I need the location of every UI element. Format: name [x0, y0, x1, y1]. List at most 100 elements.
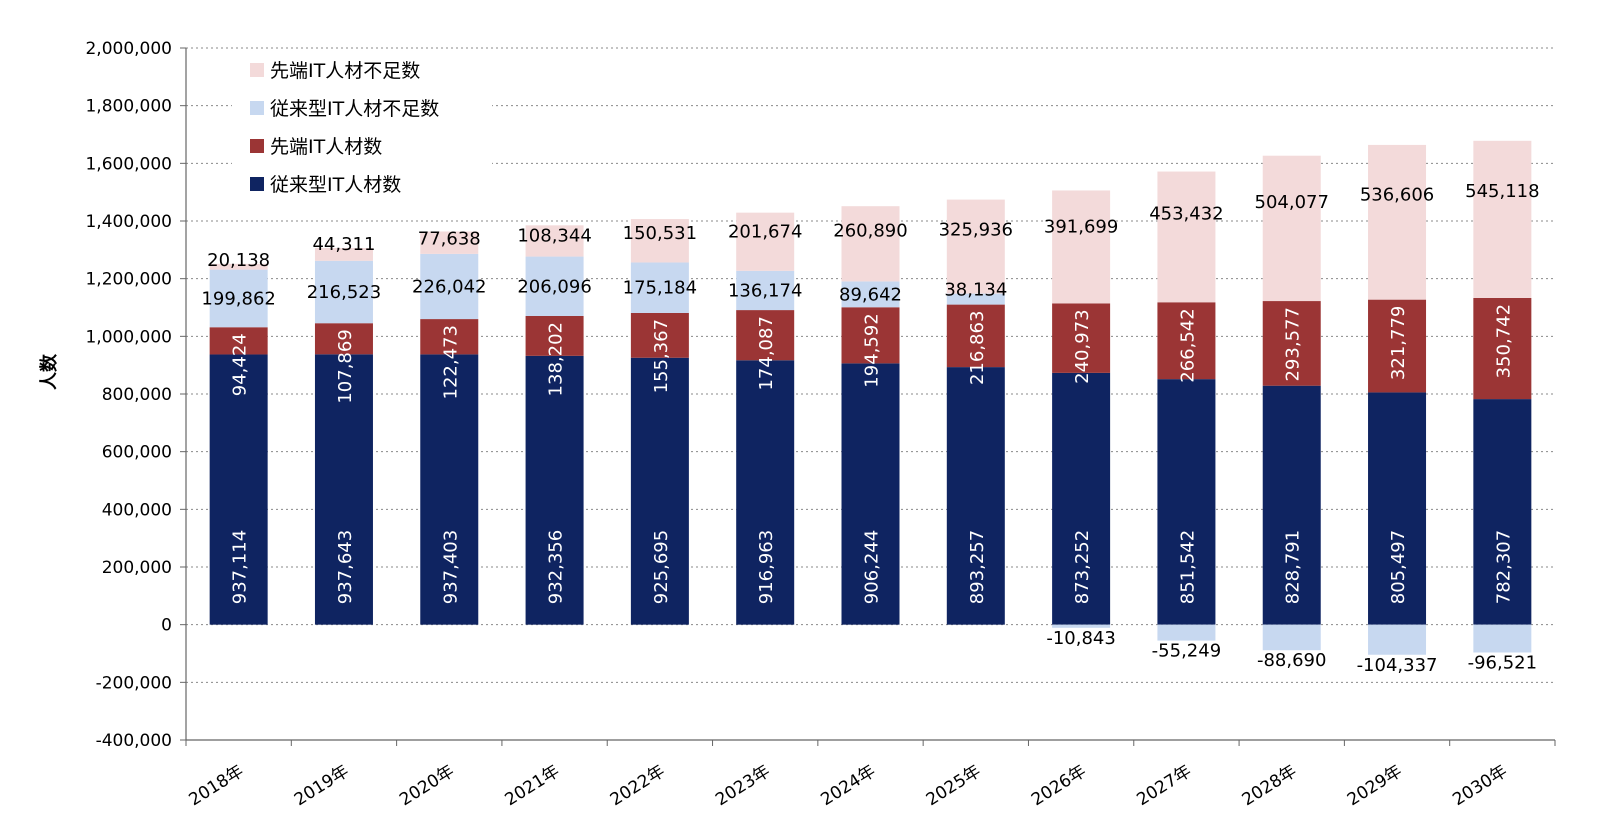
bar-segment [736, 270, 795, 311]
data-label: -104,337 [1357, 655, 1438, 676]
bar-segment [1052, 190, 1111, 304]
data-label: 937,114 [230, 530, 251, 604]
legend-label: 従来型IT人材不足数 [270, 98, 439, 120]
x-tick-label: 2029年 [1344, 761, 1406, 810]
y-tick-label: 1,600,000 [85, 154, 172, 174]
data-label: 94,424 [230, 333, 251, 396]
bar-segment [314, 260, 373, 324]
bar-segment [525, 256, 584, 316]
bar-segment [630, 312, 689, 358]
data-label: 20,138 [207, 250, 270, 271]
bar-segment [420, 253, 479, 320]
data-labels: 937,114 94,424 199,862 20,138 937,643 107,869… [201, 181, 1539, 676]
y-tick-label: 1,000,000 [85, 327, 172, 347]
data-label: 321,779 [1388, 306, 1409, 380]
bar-segment [736, 310, 795, 361]
data-label: 216,863 [967, 311, 988, 385]
legend-swatch [250, 139, 264, 153]
bar-segment [946, 367, 1005, 625]
bar-segment [841, 363, 900, 625]
data-label: 150,531 [623, 223, 697, 244]
x-tick-label: 2030年 [1449, 761, 1511, 810]
data-label: 805,497 [1388, 530, 1409, 604]
data-label: 206,096 [517, 276, 591, 297]
legend-label: 先端IT人材数 [270, 136, 382, 158]
bar-segment [1262, 155, 1321, 302]
data-label: 240,973 [1072, 309, 1093, 383]
bar-segment [736, 360, 795, 625]
x-tick-label: 2027年 [1133, 761, 1195, 810]
bar-segment [1473, 624, 1532, 653]
data-label: 89,642 [839, 284, 902, 305]
x-tick-label: 2025年 [923, 761, 985, 810]
data-label: 873,252 [1072, 530, 1093, 604]
data-label: 266,542 [1177, 308, 1198, 382]
data-label: 174,087 [756, 316, 777, 390]
data-label: 325,936 [939, 220, 1013, 241]
bar-segment [1262, 301, 1321, 386]
y-tick-label: 2,000,000 [85, 39, 172, 59]
bar-segment [630, 262, 689, 313]
x-tick-label: 2023年 [712, 761, 774, 810]
data-label: -55,249 [1152, 641, 1221, 662]
legend-label: 先端IT人材不足数 [270, 60, 420, 82]
x-tick-label: 2022年 [607, 761, 669, 810]
bar-segment [525, 355, 584, 625]
bar-segment [1368, 144, 1427, 300]
legend-background [232, 50, 492, 210]
data-label: 453,432 [1149, 203, 1223, 224]
bar-segment [1157, 302, 1216, 380]
data-label: 122,473 [440, 325, 461, 399]
bar-segment [209, 269, 268, 328]
bar-segment [1473, 297, 1532, 400]
data-label: 391,699 [1044, 217, 1118, 238]
bar-segment [1473, 399, 1532, 625]
x-tick-label: 2026年 [1028, 761, 1090, 810]
bar-segment [1157, 171, 1216, 303]
data-label: -88,690 [1257, 650, 1326, 671]
bars [209, 140, 1532, 655]
y-tick-label: 400,000 [102, 500, 172, 520]
bar-segment [1473, 140, 1532, 298]
data-label: 194,592 [862, 313, 883, 387]
data-label: 916,963 [756, 530, 777, 604]
y-tick-label: 600,000 [102, 443, 172, 463]
data-label: 226,042 [412, 276, 486, 297]
data-label: 932,356 [546, 530, 567, 604]
bar-segment [1052, 303, 1111, 373]
data-label: 108,344 [517, 225, 591, 246]
data-label: 293,577 [1283, 307, 1304, 381]
y-tick-label: -400,000 [96, 731, 172, 751]
y-tick-label: 200,000 [102, 558, 172, 578]
bar-segment [1157, 379, 1216, 625]
bar-segment [1368, 392, 1427, 625]
bar-segment [736, 212, 795, 271]
y-tick-label: 1,800,000 [85, 97, 172, 117]
bar-segment [420, 319, 479, 355]
legend-swatch [250, 63, 264, 77]
bar-segment [841, 281, 900, 308]
bar-segment [209, 354, 268, 625]
legend-label: 従来型IT人材数 [270, 174, 401, 196]
bar-segment [946, 304, 1005, 368]
data-label: 782,307 [1493, 530, 1514, 604]
bar-segment [314, 354, 373, 625]
bar-segment [1262, 624, 1321, 651]
bar-segment [841, 206, 900, 282]
data-label: 906,244 [862, 530, 883, 604]
data-label: 175,184 [623, 278, 697, 299]
y-tick-label: -200,000 [96, 673, 172, 693]
bar-segment [1052, 372, 1111, 625]
bar-segment [946, 293, 1005, 305]
bar-segment [1262, 385, 1321, 625]
bar-segment [314, 248, 373, 261]
bar-segment [841, 307, 900, 364]
bar-segment [1368, 624, 1427, 655]
bar-segment [314, 323, 373, 355]
y-tick-label: 1,400,000 [85, 212, 172, 232]
x-tick-label: 2020年 [396, 761, 458, 810]
bar-segment [525, 315, 584, 356]
data-label: 199,862 [201, 288, 275, 309]
grid-lines [186, 47, 1555, 741]
